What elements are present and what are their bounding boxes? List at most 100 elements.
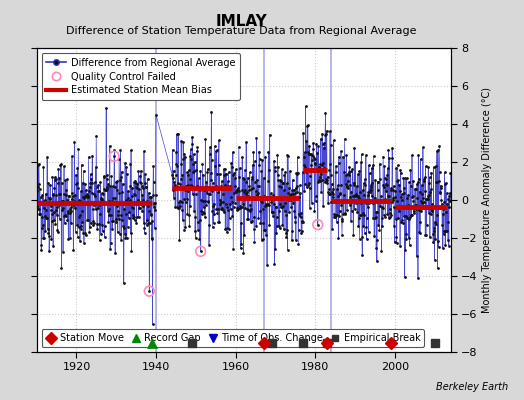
Point bbox=[323, 173, 332, 180]
Point bbox=[194, 226, 202, 233]
Point bbox=[338, 232, 346, 238]
Point bbox=[443, 227, 451, 234]
Point bbox=[70, 204, 79, 211]
Point bbox=[143, 222, 151, 228]
Point bbox=[351, 205, 359, 212]
Point bbox=[176, 198, 184, 204]
Point bbox=[445, 192, 453, 199]
Point bbox=[41, 228, 50, 234]
Point bbox=[42, 214, 50, 221]
Point bbox=[306, 184, 314, 191]
Point bbox=[416, 219, 424, 225]
Point bbox=[269, 212, 277, 219]
Point bbox=[171, 184, 180, 190]
Point bbox=[69, 202, 77, 208]
Point bbox=[127, 147, 135, 153]
Point bbox=[303, 123, 311, 129]
Point bbox=[90, 220, 98, 226]
Point bbox=[38, 214, 46, 220]
Point bbox=[420, 174, 429, 180]
Point bbox=[222, 170, 231, 177]
Point bbox=[102, 104, 111, 111]
Point bbox=[318, 177, 326, 184]
Point bbox=[369, 199, 378, 205]
Point bbox=[303, 167, 311, 174]
Point bbox=[309, 152, 317, 159]
Point bbox=[130, 217, 139, 223]
Point bbox=[96, 211, 104, 217]
Point bbox=[204, 198, 212, 204]
Point bbox=[247, 219, 255, 226]
Point bbox=[142, 184, 150, 190]
Point bbox=[305, 151, 314, 158]
Point bbox=[395, 182, 403, 188]
Point bbox=[107, 198, 116, 204]
Point bbox=[193, 183, 201, 189]
Point bbox=[95, 220, 103, 227]
Point bbox=[444, 236, 452, 243]
Point bbox=[77, 226, 85, 232]
Point bbox=[401, 246, 410, 253]
Point bbox=[178, 199, 186, 205]
Point bbox=[407, 182, 415, 189]
Point bbox=[265, 167, 273, 174]
Point bbox=[241, 205, 249, 212]
Point bbox=[287, 191, 295, 198]
Point bbox=[99, 191, 107, 197]
Point bbox=[354, 171, 362, 178]
Point bbox=[246, 208, 254, 214]
Point bbox=[339, 210, 347, 217]
Point bbox=[78, 161, 86, 168]
Point bbox=[319, 141, 327, 147]
Point bbox=[213, 210, 222, 216]
Point bbox=[145, 190, 153, 196]
Point bbox=[339, 154, 347, 160]
Point bbox=[275, 223, 283, 229]
Point bbox=[277, 204, 286, 210]
Point bbox=[358, 187, 367, 193]
Point bbox=[100, 174, 108, 180]
Point bbox=[111, 250, 119, 256]
Point bbox=[133, 184, 141, 191]
Point bbox=[388, 145, 396, 151]
Point bbox=[177, 138, 185, 144]
Point bbox=[67, 208, 75, 214]
Point bbox=[66, 210, 74, 216]
Point bbox=[203, 169, 212, 176]
Point bbox=[175, 199, 183, 206]
Point bbox=[124, 224, 132, 230]
Point bbox=[185, 222, 194, 229]
Point bbox=[339, 198, 347, 205]
Point bbox=[275, 183, 283, 189]
Point bbox=[85, 229, 93, 236]
Point bbox=[357, 151, 366, 158]
Point bbox=[210, 200, 218, 207]
Point bbox=[110, 194, 118, 201]
Point bbox=[83, 194, 92, 200]
Point bbox=[140, 148, 148, 154]
Point bbox=[173, 180, 182, 186]
Point bbox=[53, 229, 62, 236]
Point bbox=[285, 185, 293, 192]
Point bbox=[114, 211, 123, 218]
Point bbox=[170, 194, 178, 201]
Point bbox=[254, 183, 262, 190]
Point bbox=[123, 199, 132, 206]
Point bbox=[441, 181, 449, 187]
Point bbox=[203, 190, 211, 196]
Point bbox=[323, 177, 332, 183]
Point bbox=[187, 155, 195, 162]
Point bbox=[441, 228, 450, 234]
Point bbox=[293, 154, 302, 160]
Point bbox=[92, 184, 101, 190]
Point bbox=[443, 190, 451, 196]
Point bbox=[386, 210, 394, 216]
Point bbox=[148, 217, 157, 224]
Point bbox=[385, 193, 394, 199]
Point bbox=[66, 206, 74, 212]
Point bbox=[345, 182, 354, 188]
Point bbox=[352, 191, 361, 197]
Point bbox=[34, 206, 42, 212]
Point bbox=[221, 182, 229, 188]
Point bbox=[370, 214, 379, 221]
